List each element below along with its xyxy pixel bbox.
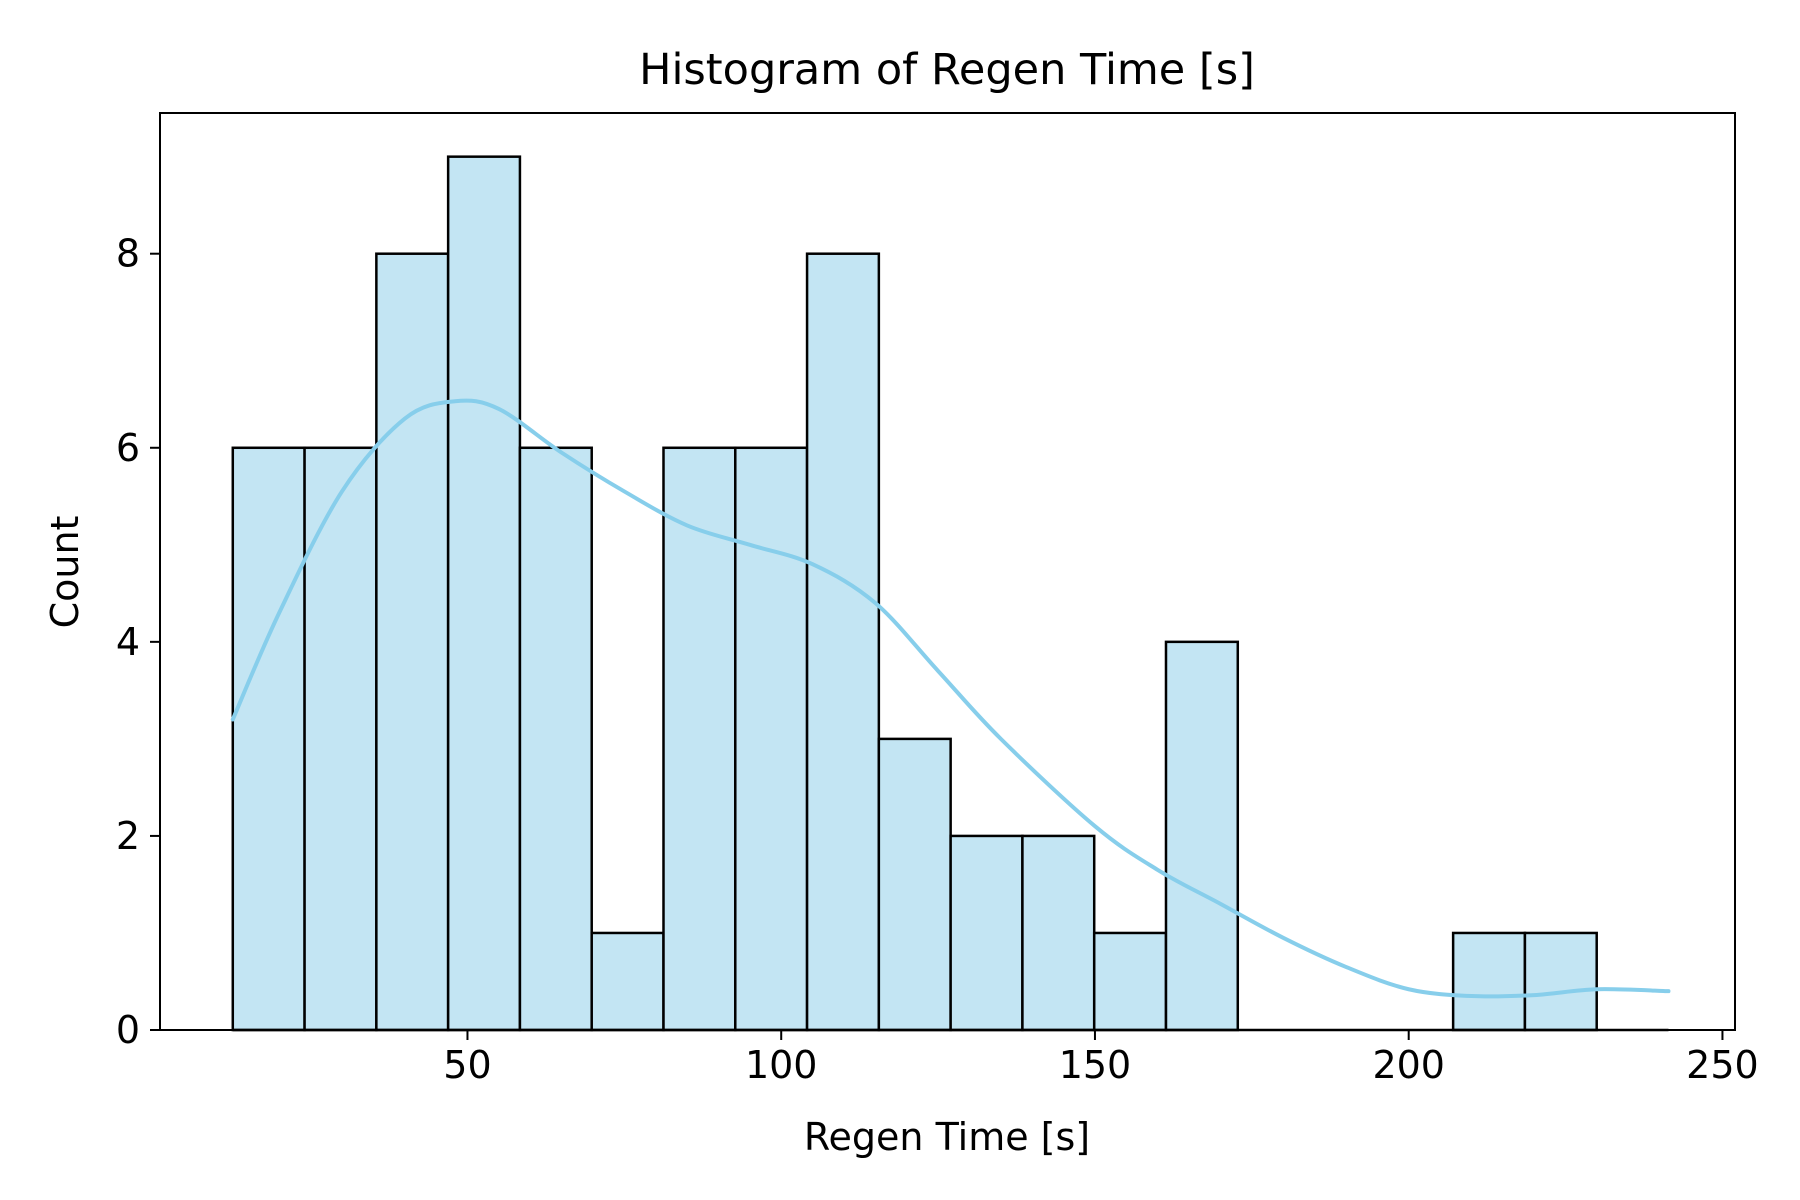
histogram-bar	[231, 446, 306, 1032]
histogram-bar	[662, 446, 737, 1032]
histogram-bar	[375, 252, 450, 1032]
y-tick-label: 0	[116, 1008, 140, 1052]
histogram-bar	[446, 155, 522, 1032]
y-tick-label: 8	[116, 232, 140, 276]
y-tick-label: 2	[116, 814, 140, 858]
y-axis-label: Count	[43, 516, 87, 629]
y-tick-label: 4	[116, 620, 140, 664]
x-tick-label: 200	[1372, 1043, 1445, 1087]
histogram-bar	[518, 446, 593, 1032]
x-axis-label: Regen Time [s]	[804, 1115, 1090, 1159]
y-tick-label: 6	[116, 426, 140, 470]
x-tick-label: 250	[1686, 1043, 1759, 1087]
histogram-bar	[877, 737, 952, 1032]
histogram-bar	[1523, 931, 1598, 1032]
x-tick-label: 50	[443, 1043, 491, 1087]
kde-line	[230, 398, 1671, 999]
histogram-bar	[1021, 834, 1096, 1032]
histogram-bar	[1451, 931, 1527, 1032]
histogram-bar	[303, 446, 378, 1032]
bars-group	[231, 155, 1669, 1032]
histogram-bar	[805, 252, 881, 1032]
chart-title: Histogram of Regen Time [s]	[639, 45, 1255, 95]
plot-frame	[159, 112, 1736, 1031]
histogram-bar	[1164, 640, 1240, 1032]
histogram-bar	[734, 446, 809, 1032]
x-axis-ticks: 50 100 150 200 250	[443, 1030, 1759, 1087]
x-tick-label: 100	[745, 1043, 818, 1087]
x-tick-label: 150	[1059, 1043, 1132, 1087]
y-axis-ticks: 0 2 4 6 8	[116, 232, 160, 1052]
histogram-bar	[590, 931, 665, 1032]
histogram-bar	[1092, 931, 1168, 1032]
histogram-bar	[949, 834, 1024, 1032]
kde-group	[230, 398, 1671, 999]
